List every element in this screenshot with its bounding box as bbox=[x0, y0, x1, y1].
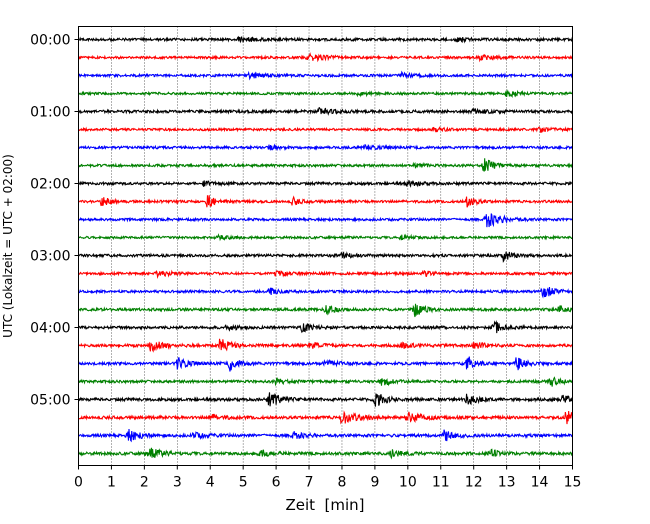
trace-0130 bbox=[78, 143, 573, 152]
trace-0530 bbox=[78, 428, 573, 443]
trace-0300 bbox=[78, 251, 573, 263]
y-tick-label-1: 01:00 bbox=[30, 105, 70, 121]
y-tick-label-5: 05:00 bbox=[30, 393, 70, 409]
trace-0030 bbox=[77, 70, 574, 81]
trace-0100 bbox=[77, 107, 573, 116]
trace-0200 bbox=[78, 180, 574, 188]
trace-0445 bbox=[78, 376, 574, 387]
y-tick-label-3: 03:00 bbox=[30, 249, 70, 265]
y-tick-label-2: 02:00 bbox=[30, 177, 70, 193]
y-tick-label-0: 00:00 bbox=[30, 33, 70, 49]
x-tick-label-7: 7 bbox=[305, 475, 314, 491]
trace-0245 bbox=[78, 233, 573, 242]
x-axis-label: Zeit [min] bbox=[285, 496, 364, 514]
trace-0215 bbox=[78, 195, 574, 208]
trace-0400 bbox=[78, 319, 574, 334]
trace-0330 bbox=[78, 286, 573, 299]
x-tick-label-6: 6 bbox=[272, 475, 281, 491]
trace-0415 bbox=[78, 338, 573, 353]
x-tick-label-0: 0 bbox=[74, 475, 83, 491]
trace-0515 bbox=[78, 410, 574, 425]
trace-0315 bbox=[78, 269, 573, 279]
trace-0115 bbox=[78, 126, 573, 133]
x-tick-label-2: 2 bbox=[140, 475, 149, 491]
x-gridlines bbox=[111, 26, 540, 466]
trace-0045 bbox=[77, 89, 573, 99]
x-tick-label-13: 13 bbox=[498, 475, 516, 491]
x-tick-label-14: 14 bbox=[531, 475, 549, 491]
x-axis-ticks: 0 1 2 3 4 5 6 7 8 9 10 11 12 13 14 15 bbox=[74, 465, 582, 491]
x-tick-label-10: 10 bbox=[399, 475, 417, 491]
trace-0230 bbox=[77, 213, 574, 228]
x-tick-label-1: 1 bbox=[107, 475, 116, 491]
trace-group bbox=[77, 35, 574, 460]
x-tick-label-5: 5 bbox=[239, 475, 248, 491]
y-tick-label-4: 04:00 bbox=[30, 321, 70, 337]
trace-0500 bbox=[78, 392, 573, 407]
trace-0000 bbox=[78, 35, 574, 44]
trace-0015 bbox=[77, 52, 573, 63]
x-tick-label-12: 12 bbox=[465, 475, 483, 491]
trace-0345 bbox=[78, 303, 574, 318]
y-axis-ticks: 00:00 01:00 02:00 03:00 04:00 05:00 bbox=[30, 33, 79, 409]
x-tick-label-9: 9 bbox=[370, 475, 379, 491]
x-tick-label-15: 15 bbox=[564, 475, 582, 491]
y-axis-label: UTC (Lokalzeit = UTC + 02:00) bbox=[1, 154, 15, 338]
x-tick-label-3: 3 bbox=[173, 475, 182, 491]
x-tick-label-8: 8 bbox=[338, 475, 347, 491]
trace-0430 bbox=[78, 356, 573, 372]
x-tick-label-11: 11 bbox=[432, 475, 450, 491]
plot-frame bbox=[78, 26, 573, 466]
trace-0545 bbox=[77, 447, 573, 460]
trace-0145 bbox=[78, 158, 573, 172]
x-tick-label-4: 4 bbox=[206, 475, 215, 491]
